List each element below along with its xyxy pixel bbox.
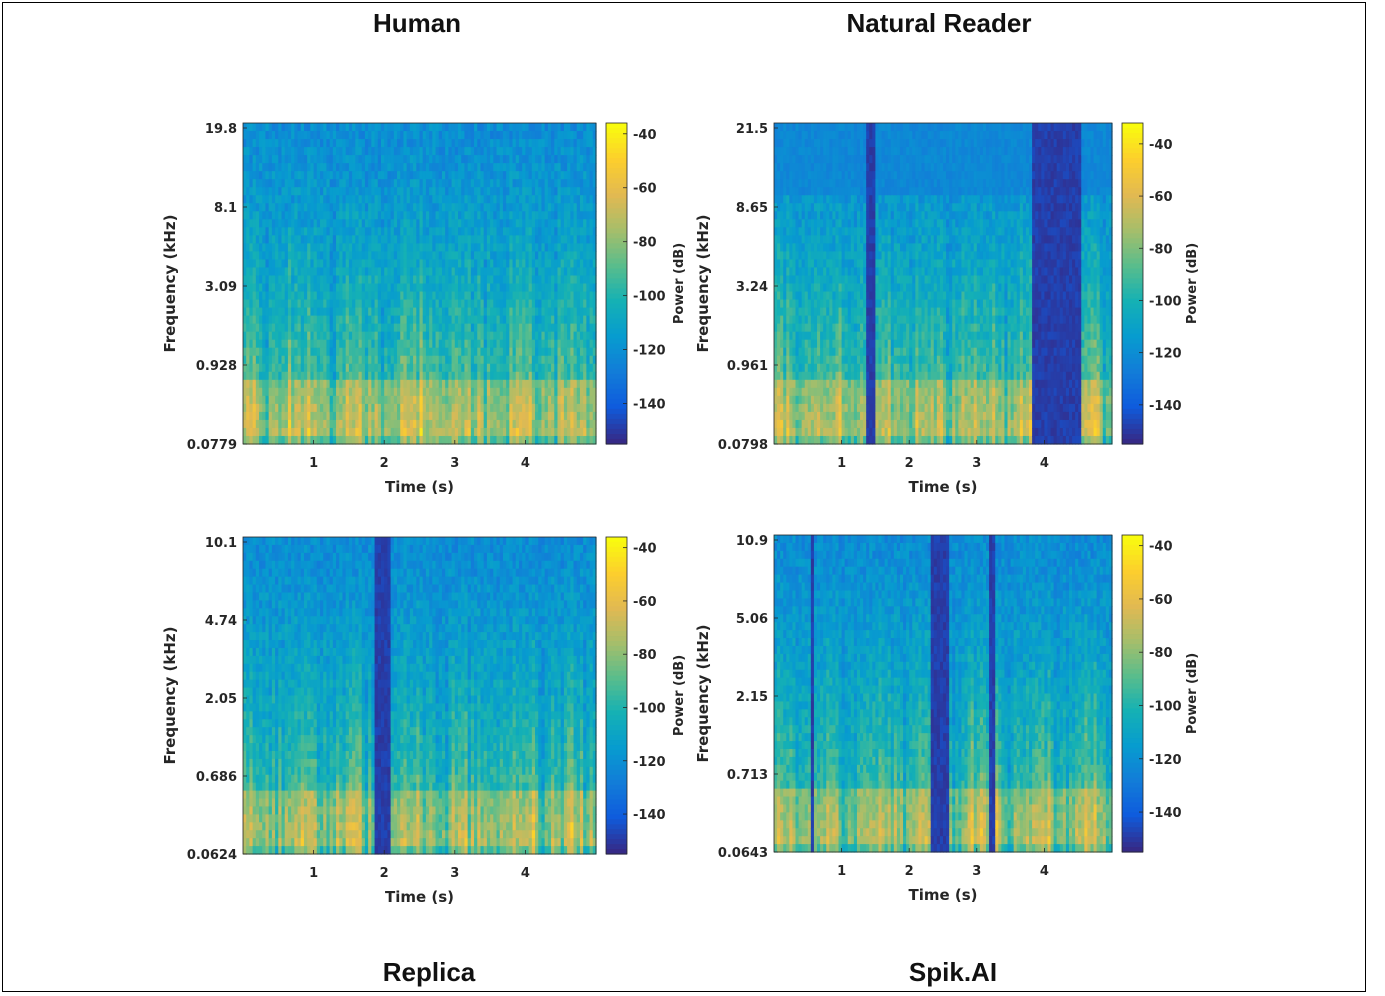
natural_reader-colorbar-tick-label: -140 — [1149, 399, 1182, 414]
natural_reader-colorbar — [1121, 122, 1144, 445]
natural-reader-panel-title: Natural Reader — [846, 8, 1032, 38]
natural_reader-colorbar-tick-label: -40 — [1149, 138, 1173, 153]
human-y-tick-label: 19.8 — [205, 122, 237, 137]
human-x-tick-label: 3 — [450, 456, 459, 471]
human-colorbar-label: Power (dB) — [672, 243, 687, 324]
human-colorbar-tick-label: -40 — [633, 128, 657, 143]
human-x-axis-label: Time (s) — [385, 478, 454, 496]
spik_ai-y-axis-label: Frequency (kHz) — [694, 625, 712, 763]
human-colorbar-tick-label: -120 — [633, 344, 666, 359]
replica-panel-title: Replica — [382, 957, 476, 987]
replica-y-tick-label: 2.05 — [205, 692, 237, 707]
replica-colorbar-tick-label: -140 — [633, 808, 666, 823]
replica-x-axis-label: Time (s) — [385, 888, 454, 906]
spik_ai-y-tick-label: 0.0643 — [718, 846, 768, 861]
replica-colorbar-tick-label: -120 — [633, 755, 666, 770]
natural_reader-y-tick-label: 3.24 — [736, 280, 768, 295]
human-y-axis-label: Frequency (kHz) — [161, 215, 179, 353]
replica-colorbar-label: Power (dB) — [672, 655, 687, 736]
natural_reader-colorbar-tick-label: -80 — [1149, 242, 1173, 257]
human-x-tick-label: 2 — [380, 456, 389, 471]
replica-y-axis-label: Frequency (kHz) — [161, 627, 179, 765]
replica-y-tick-label: 0.686 — [196, 770, 237, 785]
replica-chart: 1 2 3 4 Time (s) 10.1 4.74 2.05 0.686 0.0624 Frequ… — [161, 536, 687, 906]
natural_reader-x-axis-label: Time (s) — [908, 478, 977, 496]
human-spectrogram-cells — [243, 123, 597, 445]
figure-frame — [2, 2, 1366, 992]
spik_ai-colorbar-label: Power (dB) — [1185, 653, 1200, 734]
human-y-tick-label: 3.09 — [205, 280, 237, 295]
spik_ai-colorbar-tick-label: -60 — [1149, 593, 1173, 608]
natural_reader-colorbar-label: Power (dB) — [1185, 243, 1200, 324]
natural_reader-y-tick-label: 21.5 — [736, 122, 768, 137]
spik_ai-x-tick-label: 2 — [905, 864, 914, 879]
spik_ai-colorbar-tick-label: -140 — [1149, 806, 1182, 821]
spik-ai-panel-title: Spik.AI — [908, 957, 998, 987]
spik_ai-colorbar-tick-label: -120 — [1149, 753, 1182, 768]
replica-colorbar-tick-label: -40 — [633, 542, 657, 557]
spik_ai-spectrogram-cells — [774, 535, 1113, 853]
natural_reader-y-tick-label: 8.65 — [736, 201, 768, 216]
human-y-tick-label: 0.928 — [196, 359, 237, 374]
natural_reader-x-tick-label: 2 — [905, 456, 914, 471]
natural_reader-chart: 1 2 3 4 Time (s) 21.5 8.65 3.24 0.961 0.0798 Frequ… — [694, 122, 1200, 496]
human-colorbar-tick-label: -100 — [633, 290, 666, 305]
spik_ai-colorbar-tick-label: -80 — [1149, 646, 1173, 661]
spik_ai-y-tick-label: 2.15 — [736, 690, 768, 705]
human-chart: 1 2 3 4 Time (s) 19.8 8.1 3.09 0.928 0.0779 Freque… — [161, 122, 687, 496]
natural_reader-y-axis-label: Frequency (kHz) — [694, 215, 712, 353]
replica-plot-area — [242, 536, 597, 855]
human-plot-area — [242, 122, 597, 445]
spik_ai-y-tick-label: 5.06 — [736, 612, 768, 627]
spik_ai-x-tick-label: 3 — [972, 864, 981, 879]
spik_ai-plot-area — [773, 534, 1113, 853]
replica-spectrogram-cells — [243, 537, 597, 855]
replica-y-tick-label: 4.74 — [205, 614, 237, 629]
natural_reader-spectrogram-cells — [774, 123, 1113, 445]
replica-x-tick-label: 4 — [521, 866, 530, 881]
natural_reader-x-tick-label: 1 — [837, 456, 846, 471]
human-colorbar-tick-label: -60 — [633, 182, 657, 197]
human-colorbar-tick-label: -80 — [633, 236, 657, 251]
spik_ai-colorbar-tick-label: -100 — [1149, 699, 1182, 714]
replica-colorbar-tick-label: -100 — [633, 701, 666, 716]
spik_ai-x-tick-label: 4 — [1040, 864, 1049, 879]
replica-colorbar — [605, 536, 628, 855]
replica-colorbar-tick-label: -60 — [633, 595, 657, 610]
natural_reader-colorbar-tick-label: -120 — [1149, 347, 1182, 362]
human-colorbar-tick-label: -140 — [633, 398, 666, 413]
human-colorbar — [605, 122, 628, 445]
spik_ai-colorbar — [1121, 534, 1144, 853]
spik_ai-chart: 1 2 3 4 Time (s) 10.9 5.06 2.15 0.713 0.0643 Frequ… — [694, 534, 1200, 904]
human-x-tick-label: 1 — [309, 456, 318, 471]
replica-x-tick-label: 1 — [309, 866, 318, 881]
spik_ai-y-tick-label: 10.9 — [736, 534, 768, 549]
human-y-tick-label: 8.1 — [214, 201, 237, 216]
natural_reader-x-tick-label: 4 — [1040, 456, 1049, 471]
human-y-tick-label: 0.0779 — [187, 438, 237, 453]
natural_reader-plot-area — [773, 122, 1113, 445]
natural_reader-y-tick-label: 0.0798 — [718, 438, 768, 453]
human-panel-title: Human — [372, 8, 462, 38]
replica-x-tick-label: 2 — [380, 866, 389, 881]
human-x-tick-label: 4 — [521, 456, 530, 471]
spik_ai-y-tick-label: 0.713 — [727, 768, 768, 783]
replica-y-tick-label: 10.1 — [205, 536, 237, 551]
natural_reader-y-tick-label: 0.961 — [727, 359, 768, 374]
natural_reader-colorbar-tick-label: -60 — [1149, 190, 1173, 205]
replica-y-tick-label: 0.0624 — [187, 848, 237, 863]
spik_ai-x-axis-label: Time (s) — [908, 886, 977, 904]
natural_reader-x-tick-label: 3 — [972, 456, 981, 471]
replica-colorbar-tick-label: -80 — [633, 648, 657, 663]
natural_reader-colorbar-tick-label: -100 — [1149, 294, 1182, 309]
spik_ai-colorbar-tick-label: -40 — [1149, 540, 1173, 555]
replica-x-tick-label: 3 — [450, 866, 459, 881]
spik_ai-x-tick-label: 1 — [837, 864, 846, 879]
